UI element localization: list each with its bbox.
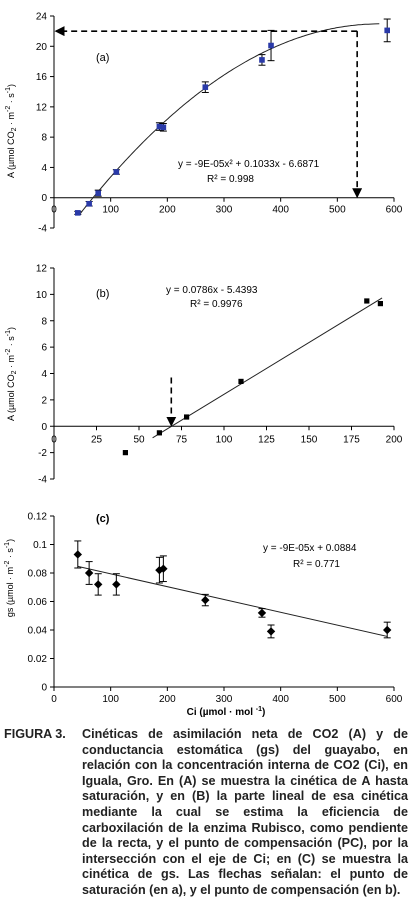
chart-b-ylabel: A (µmol CO2 · m-2 · s-1) — [5, 327, 18, 421]
data-point — [122, 450, 128, 456]
x-tick-label: 500 — [329, 694, 346, 705]
y-tick-label: 0.08 — [28, 569, 48, 580]
fit-curve — [79, 23, 380, 215]
x-tick-label: 600 — [386, 694, 403, 705]
fit-line — [77, 565, 388, 637]
y-tick-label: 0.02 — [28, 654, 48, 665]
chart-a-r2: R² = 0.998 — [207, 174, 254, 185]
y-tick-label: 4 — [41, 369, 47, 380]
x-tick-label: 200 — [386, 434, 403, 445]
chart-c-xlabel: Ci (µmol · mol -1) — [187, 706, 266, 718]
figure-charts: (a) A (µmol CO2 · m-2 · s-1) -4048121620… — [4, 12, 403, 719]
x-tick-label: 200 — [159, 205, 176, 216]
panel-b-label: (b) — [96, 288, 109, 300]
fit-line — [152, 297, 383, 439]
y-tick-label: 0 — [41, 683, 47, 694]
y-tick-label: 0.06 — [28, 597, 48, 608]
y-tick-label: 0 — [41, 193, 47, 204]
figure-caption: FIGURA 3. Cinéticas de asimilación neta … — [4, 727, 408, 899]
data-point — [268, 42, 274, 49]
data-point — [84, 568, 94, 578]
data-point — [259, 57, 265, 63]
data-point — [257, 608, 267, 618]
y-tick-label: 8 — [41, 316, 47, 327]
chart-b-equation: y = 0.0786x - 5.4393 — [166, 285, 258, 296]
y-tick-label: 0 — [41, 422, 47, 433]
data-point — [75, 210, 81, 216]
y-tick-label: 2 — [41, 395, 47, 406]
data-point — [113, 169, 120, 175]
y-tick-label: 12 — [36, 264, 48, 275]
data-point — [94, 580, 103, 589]
y-tick-label: -4 — [38, 475, 47, 486]
caption-text: Cinéticas de asimilación neta de CO2 (A)… — [82, 727, 408, 897]
data-point — [202, 84, 209, 90]
chart-a-ylabel: A (µmol CO2 · m-2 · s-1) — [5, 84, 18, 178]
y-tick-label: 0.04 — [28, 626, 48, 637]
data-point — [201, 595, 210, 605]
x-tick-label: 75 — [176, 434, 188, 445]
data-point — [384, 27, 390, 34]
x-tick-label: 400 — [272, 205, 289, 216]
x-tick-label: 200 — [159, 694, 176, 705]
data-point — [160, 124, 167, 131]
panel-a-label: (a) — [96, 52, 109, 64]
chart-b-r2: R² = 0.9976 — [190, 299, 243, 310]
data-point — [155, 565, 164, 575]
data-point — [238, 378, 244, 385]
y-tick-label: -4 — [38, 224, 47, 235]
data-point — [156, 430, 162, 436]
data-point — [86, 200, 92, 207]
data-point — [364, 298, 370, 304]
y-tick-label: 0.1 — [33, 540, 47, 551]
data-point — [95, 190, 101, 196]
x-tick-label: 50 — [133, 434, 145, 445]
data-point — [266, 627, 276, 636]
chart-a: (a) A (µmol CO2 · m-2 · s-1) -4 0 4 8 12 16 20… — [5, 12, 403, 235]
x-tick-label: 0 — [51, 694, 57, 705]
chart-c-ylabel: gs (µmol · m-2 · s-1) — [4, 539, 15, 617]
y-tick-label: 4 — [41, 163, 47, 174]
data-point — [112, 580, 121, 589]
y-tick-label: 8 — [41, 133, 47, 144]
caption-label: FIGURA 3. — [4, 727, 66, 741]
y-tick-label: 24 — [36, 12, 48, 23]
x-tick-label: 100 — [102, 205, 119, 216]
x-tick-label: 0 — [51, 434, 57, 445]
chart-c: (c) gs (µmol · m-2 · s-1) Ci (µmol · mol… — [4, 512, 403, 719]
x-tick-label: 25 — [91, 434, 103, 445]
data-point — [383, 625, 392, 635]
x-tick-label: 100 — [216, 434, 233, 445]
y-tick-label: 20 — [36, 42, 48, 53]
data-point — [156, 123, 163, 130]
x-tick-label: 600 — [386, 205, 403, 216]
x-tick-label: 175 — [343, 434, 360, 445]
y-tick-label: 10 — [36, 290, 48, 301]
x-tick-label: 125 — [258, 434, 275, 445]
chart-c-equation: y = -9E-05x + 0.0884 — [263, 543, 357, 554]
x-tick-label: 400 — [272, 694, 289, 705]
x-tick-label: 300 — [216, 694, 233, 705]
x-tick-label: 100 — [102, 694, 119, 705]
chart-a-equation: y = -9E-05x² + 0.1033x - 6.6871 — [178, 159, 320, 170]
y-tick-label: 16 — [36, 72, 48, 83]
y-tick-label: 12 — [36, 102, 48, 113]
data-point — [377, 301, 383, 307]
chart-c-r2: R² = 0.771 — [293, 559, 340, 570]
y-tick-label: 0.12 — [28, 512, 48, 523]
x-tick-label: 500 — [329, 205, 346, 216]
x-tick-label: 300 — [216, 205, 233, 216]
x-tick-label: 150 — [301, 434, 318, 445]
data-point — [184, 414, 190, 420]
y-tick-label: 6 — [41, 343, 47, 354]
data-point — [159, 564, 168, 573]
x-tick-label: 0 — [51, 205, 57, 216]
y-tick-label: -2 — [38, 448, 47, 459]
chart-b: (b) A (µmol CO2 · m-2 · s-1) -4 -2 0 2 4 6 8 10… — [5, 264, 403, 486]
data-point — [73, 550, 82, 559]
panel-c-label: (c) — [96, 513, 110, 525]
